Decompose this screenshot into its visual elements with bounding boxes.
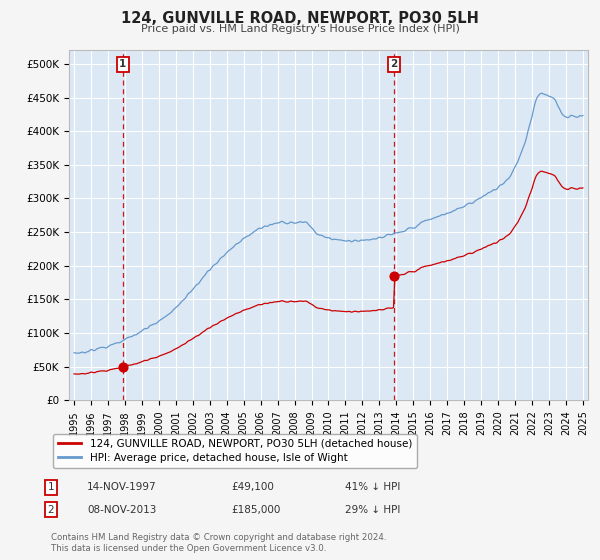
Text: Contains HM Land Registry data © Crown copyright and database right 2024.
This d: Contains HM Land Registry data © Crown c… xyxy=(51,533,386,553)
Text: 1: 1 xyxy=(47,482,55,492)
Text: 2: 2 xyxy=(47,505,55,515)
Text: Price paid vs. HM Land Registry's House Price Index (HPI): Price paid vs. HM Land Registry's House … xyxy=(140,24,460,34)
Text: 41% ↓ HPI: 41% ↓ HPI xyxy=(345,482,400,492)
Text: £49,100: £49,100 xyxy=(231,482,274,492)
Legend: 124, GUNVILLE ROAD, NEWPORT, PO30 5LH (detached house), HPI: Average price, deta: 124, GUNVILLE ROAD, NEWPORT, PO30 5LH (d… xyxy=(53,433,417,468)
Text: 124, GUNVILLE ROAD, NEWPORT, PO30 5LH: 124, GUNVILLE ROAD, NEWPORT, PO30 5LH xyxy=(121,11,479,26)
Text: 1: 1 xyxy=(119,59,127,69)
Text: 2: 2 xyxy=(390,59,397,69)
Text: 08-NOV-2013: 08-NOV-2013 xyxy=(87,505,157,515)
Text: £185,000: £185,000 xyxy=(231,505,280,515)
Point xyxy=(389,272,398,281)
Point xyxy=(118,363,128,372)
Text: 14-NOV-1997: 14-NOV-1997 xyxy=(87,482,157,492)
Text: 29% ↓ HPI: 29% ↓ HPI xyxy=(345,505,400,515)
